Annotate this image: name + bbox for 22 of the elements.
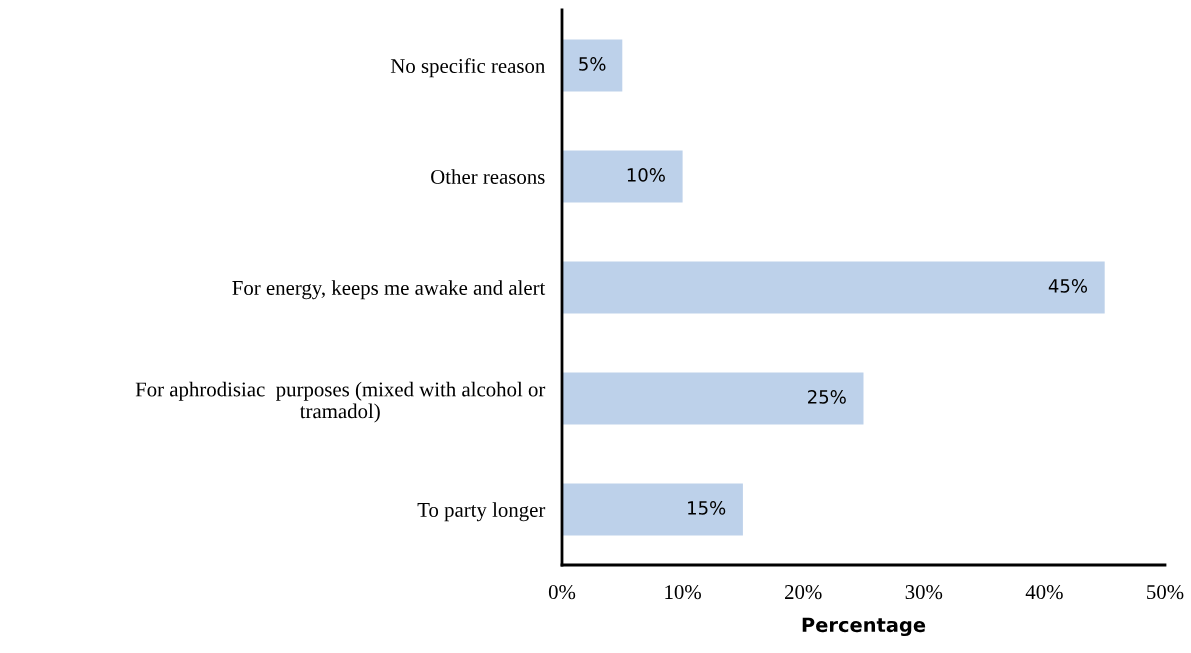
bar xyxy=(562,483,743,536)
data-label: 10% xyxy=(627,168,665,182)
x-tick-label: 50% xyxy=(1147,585,1184,600)
x-tick-label: 20% xyxy=(785,585,822,600)
y-tick-label: For energy, keeps me awake and alert xyxy=(232,280,546,300)
y-tick-label: Other reasons xyxy=(431,169,545,184)
x-tick-label: 40% xyxy=(1025,585,1063,600)
x-axis-title: Percentage xyxy=(802,617,926,637)
data-label: 5% xyxy=(579,57,606,71)
y-tick-label: To party longer xyxy=(417,502,546,522)
bar xyxy=(562,261,1105,314)
data-label: 45% xyxy=(1048,279,1088,293)
data-label: 25% xyxy=(808,390,846,404)
bar xyxy=(562,39,623,92)
x-tick-label: 0% xyxy=(548,585,576,600)
y-tick-label: No specific reason xyxy=(390,58,546,78)
x-tick-label: 30% xyxy=(905,585,943,600)
data-label: 15% xyxy=(688,501,726,515)
y-tick-label: For aphrodisiac purposes (mixed with alcohol or tramadol) xyxy=(135,381,546,423)
x-tick-label: 10% xyxy=(665,585,701,600)
bar xyxy=(562,372,864,425)
bar xyxy=(562,150,683,203)
